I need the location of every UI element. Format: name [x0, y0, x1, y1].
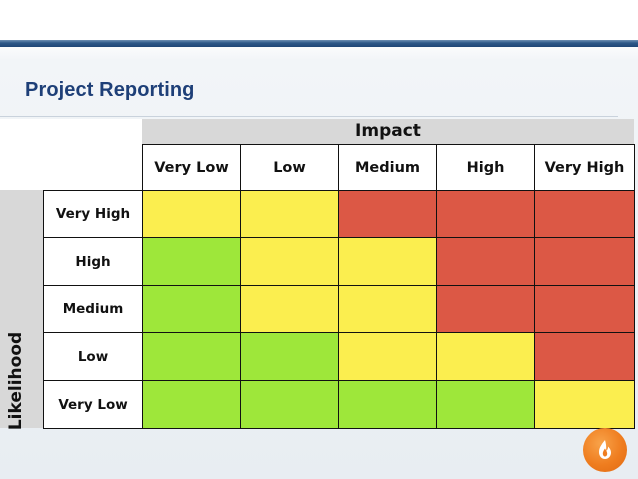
title-divider [0, 116, 618, 117]
likelihood-row-header: Low [43, 332, 143, 381]
risk-cell-red [436, 285, 535, 333]
risk-cell-red [436, 237, 535, 286]
risk-cell-yellow [338, 332, 437, 381]
header-accent-bar [0, 40, 638, 47]
corner-blank [0, 119, 142, 190]
risk-cell-red [534, 190, 635, 238]
likelihood-axis-label: Likelihood [6, 331, 26, 431]
likelihood-row-header: Very High [43, 190, 143, 238]
risk-cell-yellow [534, 380, 635, 429]
impact-column-header: Low [240, 144, 339, 191]
flame-logo-icon [583, 428, 627, 472]
risk-cell-green [142, 332, 241, 381]
risk-cell-yellow [240, 237, 339, 286]
flame-logo-glyph [599, 440, 611, 459]
risk-cell-yellow [142, 190, 241, 238]
risk-cell-green [142, 237, 241, 286]
likelihood-row-header: Very Low [43, 380, 143, 429]
risk-cell-yellow [338, 237, 437, 286]
impact-header-band [142, 119, 634, 144]
impact-column-header: High [436, 144, 535, 191]
impact-column-header: Medium [338, 144, 437, 191]
risk-cell-green [240, 380, 339, 429]
risk-cell-green [142, 380, 241, 429]
likelihood-row-header: Medium [43, 285, 143, 333]
risk-cell-green [142, 285, 241, 333]
risk-cell-green [240, 332, 339, 381]
risk-cell-yellow [240, 285, 339, 333]
impact-axis-label: Impact [355, 121, 421, 141]
risk-cell-yellow [338, 285, 437, 333]
risk-cell-yellow [436, 332, 535, 381]
risk-cell-red [534, 237, 635, 286]
impact-column-header: Very High [534, 144, 635, 191]
risk-cell-red [534, 285, 635, 333]
risk-cell-green [436, 380, 535, 429]
slide-title: Project Reporting [25, 79, 195, 101]
slide-top-band [0, 0, 638, 40]
risk-cell-yellow [240, 190, 339, 238]
risk-cell-green [338, 380, 437, 429]
risk-cell-red [338, 190, 437, 238]
likelihood-band [0, 190, 43, 428]
risk-cell-red [534, 332, 635, 381]
impact-column-header: Very Low [142, 144, 241, 191]
likelihood-row-header: High [43, 237, 143, 286]
risk-matrix: Very Low Low Medium High Very High Very High H… [0, 119, 635, 431]
risk-cell-red [436, 190, 535, 238]
